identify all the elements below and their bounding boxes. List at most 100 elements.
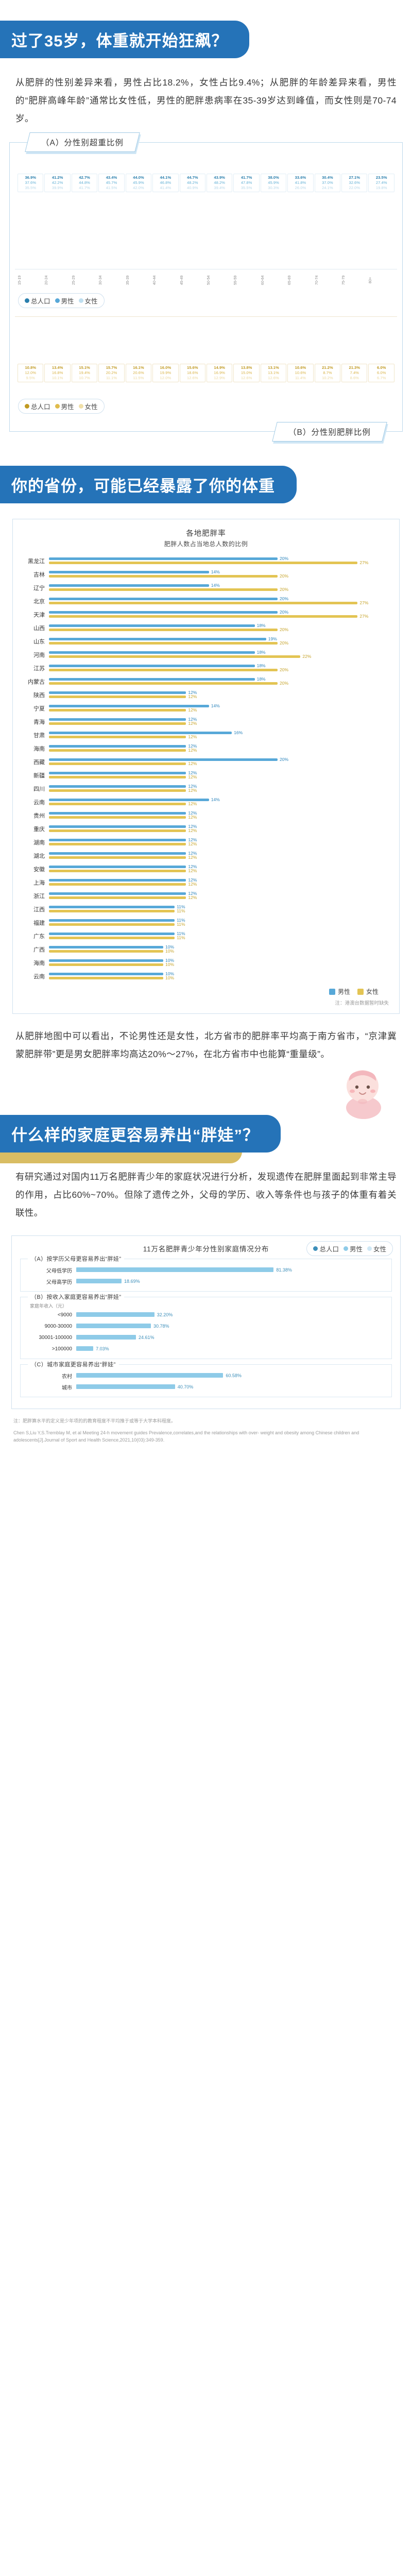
x-tick: 25-29 xyxy=(71,275,76,285)
province-bars: 12% 12% xyxy=(49,809,392,822)
province-name: 云南 xyxy=(33,974,45,980)
legend-female: 女性 xyxy=(357,987,379,996)
province-bars: 12% 12% xyxy=(49,688,392,702)
family-group-c-caption: （C）城市家庭更容易养出“胖娃” xyxy=(28,1360,119,1368)
x-tick: 60-64 xyxy=(260,275,265,285)
province-row: 海南 10% 10% xyxy=(20,956,392,970)
section3-banner: 什么样的家庭更容易养出“胖娃”？ xyxy=(0,1115,281,1153)
province-row: 新疆 12% 12% xyxy=(20,769,392,782)
province-name: 福建 xyxy=(33,920,45,926)
family-group-b: （B）按收入家庭更容易养出“胖娃” 家庭年收入（元） <9000 32.20% 90… xyxy=(20,1293,392,1359)
province-name: 山西 xyxy=(33,625,45,632)
income-axis-label: 家庭年收入（元） xyxy=(30,1303,67,1309)
family-row: 30001-100000 24.61% xyxy=(25,1332,387,1343)
province-name: 广西 xyxy=(33,947,45,953)
value-label: 44.1% 46.8% 41.4% xyxy=(152,173,179,192)
value-label: 15.6% 18.6% 12.6% xyxy=(179,364,205,383)
province-row: 黑龙江 20% 27% xyxy=(20,554,392,568)
province-bars: 12% 12% xyxy=(49,742,392,755)
value-label: 21.2% 8.7% 10.2% xyxy=(314,364,341,383)
province-bars: 10% 10% xyxy=(49,970,392,983)
value-label: 16.1% 20.6% 11.5% xyxy=(125,364,152,383)
chart-a-xaxis: 15-19 20-24 25-29 30-34 35-39 40-44 45-49 50-54… xyxy=(15,269,397,289)
x-tick: 55-59 xyxy=(233,275,238,285)
value-label: 13.8% 15.0% 12.6% xyxy=(233,364,260,383)
province-bars: 14% 12% xyxy=(49,795,392,809)
province-row: 云南 14% 12% xyxy=(20,795,392,809)
province-bars: 12% 12% xyxy=(49,836,392,849)
fam-legend-total: 总人口 xyxy=(313,1244,339,1253)
family-footnote: 注：肥胖算水平的定义是少年项的的教育程度不平均推于或等于大学本科程度。 xyxy=(13,1418,176,1423)
value-label: 16.0% 19.9% 12.0% xyxy=(152,364,179,383)
x-tick: 45-49 xyxy=(179,275,184,285)
province-bars: 20% 27% xyxy=(49,595,392,608)
province-name: 内蒙古 xyxy=(28,679,45,685)
province-name: 海南 xyxy=(33,746,45,752)
province-name: 北京 xyxy=(33,599,45,605)
chart-a-title-ribbon: （A）分性别超重比例 xyxy=(25,132,140,152)
value-label: 15.1% 19.4% 10.7% xyxy=(71,364,98,383)
province-bars: 20% 12% xyxy=(49,755,392,769)
legend-item-female-b: 女性 xyxy=(78,401,98,411)
province-row: 贵州 12% 12% xyxy=(20,809,392,822)
family-bar-track: 81.38% xyxy=(76,1264,387,1276)
chart-a-b-card: （A）分性别超重比例 36.9% 37.6% 35.5% 41.2% 42.2% 39.9… xyxy=(9,132,403,442)
province-name: 重庆 xyxy=(33,826,45,833)
x-tick: 70-74 xyxy=(314,275,319,285)
province-chart-title: 各地肥胖率 xyxy=(186,530,226,538)
family-category: 农村 xyxy=(62,1374,72,1380)
fam-legend-male: 男性 xyxy=(343,1244,363,1253)
province-name: 上海 xyxy=(33,880,45,886)
province-name: 宁夏 xyxy=(33,706,45,712)
reference-citation: Chen S,Liu Y,S.Tremblay M, et al Meeting… xyxy=(13,1430,359,1443)
family-row: 9000-30000 30.78% xyxy=(25,1320,387,1332)
province-name: 安徽 xyxy=(33,867,45,873)
section1-banner-wrap: 过了35岁，体重就开始狂飙？ xyxy=(0,0,412,58)
province-row: 宁夏 14% 12% xyxy=(20,702,392,715)
province-bars: 18% 20% xyxy=(49,675,392,688)
province-row: 云南 10% 10% xyxy=(20,970,392,983)
value-label: 41.7% 47.8% 35.5% xyxy=(233,173,260,192)
value-label: 43.9% 48.2% 39.4% xyxy=(206,173,233,192)
family-category: 父母高学历 xyxy=(46,1279,72,1285)
province-row: 西藏 20% 12% xyxy=(20,755,392,769)
family-bar-track: 18.69% xyxy=(76,1276,387,1287)
x-tick: 65-69 xyxy=(287,275,292,285)
province-bars: 20% 27% xyxy=(49,608,392,621)
province-row: 福建 11% 11% xyxy=(20,916,392,929)
chart-a-plot xyxy=(15,192,397,269)
province-bars: 18% 22% xyxy=(49,648,392,662)
x-tick: 20-24 xyxy=(44,275,49,285)
family-category: 父母低学历 xyxy=(46,1268,72,1274)
value-label: 38.0% 45.9% 30.3% xyxy=(260,173,287,192)
province-row: 湖南 12% 12% xyxy=(20,836,392,849)
province-row: 湖北 12% 12% xyxy=(20,849,392,862)
value-label: 30.4% 37.0% 24.1% xyxy=(314,173,341,192)
x-tick: 75-79 xyxy=(341,275,346,285)
family-row: <9000 32.20% xyxy=(25,1309,387,1320)
province-name: 四川 xyxy=(33,786,45,792)
x-tick: 50-54 xyxy=(205,275,211,285)
province-row: 北京 20% 27% xyxy=(20,595,392,608)
province-row: 河南 18% 22% xyxy=(20,648,392,662)
chart-b-title-ribbon: （B）分性别肥胖比例 xyxy=(272,422,387,442)
province-bars: 12% 12% xyxy=(49,889,392,903)
value-label: 6.0% 6.0% 6.7% xyxy=(368,364,394,383)
family-bar-track: 7.03% xyxy=(76,1343,387,1354)
family-row: 城市 40.70% xyxy=(25,1381,387,1393)
province-bars: 10% 10% xyxy=(49,943,392,956)
family-row: 父母低学历 81.38% xyxy=(25,1264,387,1276)
province-row: 陕西 12% 12% xyxy=(20,688,392,702)
province-legend: 男性 女性 xyxy=(20,987,392,996)
province-row: 天津 20% 27% xyxy=(20,608,392,621)
section3-banner-wrap: 什么样的家庭更容易养出“胖娃”？ xyxy=(0,1113,412,1163)
province-bars: 18% 20% xyxy=(49,662,392,675)
x-tick: 40-44 xyxy=(152,275,157,285)
province-bars: 16% 12% xyxy=(49,728,392,742)
legend-item-total: 总人口 xyxy=(25,296,50,306)
baby-illustration-icon xyxy=(346,1070,381,1119)
family-group-a: （A）按学历父母更容易养出“胖娃” 父母低学历 81.38% 父母高学历 18.69% xyxy=(20,1255,392,1292)
legend-item-total-b: 总人口 xyxy=(25,401,50,411)
family-row: 父母高学历 18.69% xyxy=(25,1276,387,1287)
legend-item-male-b: 男性 xyxy=(55,401,74,411)
